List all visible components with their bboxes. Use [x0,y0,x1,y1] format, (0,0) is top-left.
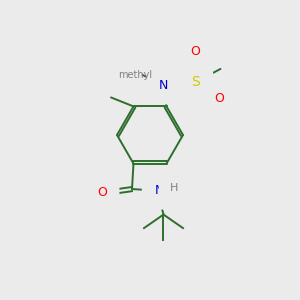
Text: N: N [159,79,168,92]
Text: H: H [170,183,178,193]
Text: S: S [190,75,200,89]
Text: O: O [97,186,107,199]
Text: O: O [215,92,224,105]
Text: O: O [190,45,200,58]
Text: N: N [154,184,164,197]
Text: methyl: methyl [118,70,152,80]
